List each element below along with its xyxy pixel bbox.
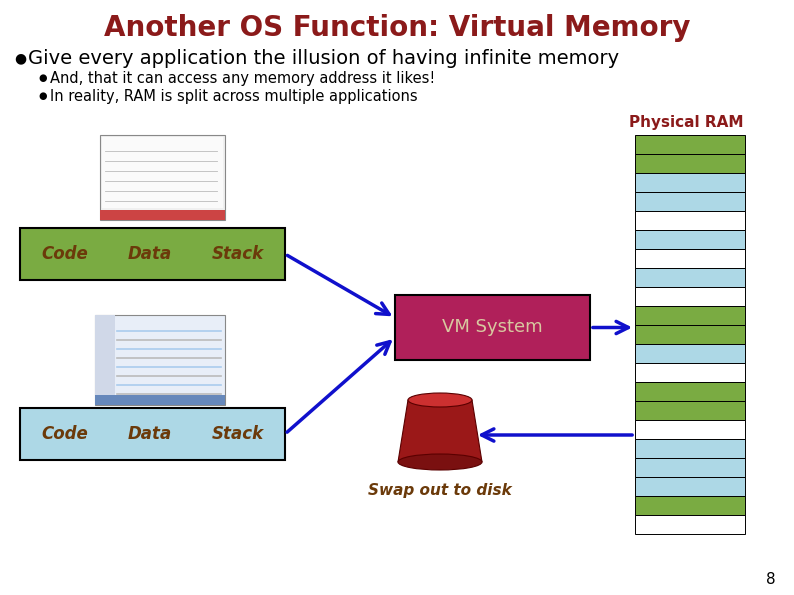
- Text: ●: ●: [38, 91, 47, 101]
- Bar: [20, 408, 285, 460]
- Ellipse shape: [408, 393, 472, 407]
- Text: Swap out to disk: Swap out to disk: [368, 483, 512, 497]
- Ellipse shape: [398, 454, 482, 470]
- Bar: [635, 211, 745, 230]
- Text: And, that it can access any memory address it likes!: And, that it can access any memory addre…: [50, 70, 435, 86]
- Bar: [635, 401, 745, 420]
- Bar: [635, 135, 745, 154]
- Bar: [635, 420, 745, 439]
- Bar: [635, 439, 745, 458]
- Text: Physical RAM: Physical RAM: [629, 114, 743, 130]
- Bar: [100, 210, 225, 220]
- Text: Code: Code: [41, 245, 88, 263]
- Bar: [95, 315, 115, 395]
- Bar: [635, 154, 745, 173]
- Text: Data: Data: [128, 425, 172, 443]
- Bar: [635, 344, 745, 363]
- Bar: [635, 306, 745, 325]
- Bar: [20, 228, 285, 280]
- Bar: [102, 137, 223, 208]
- Bar: [635, 325, 745, 344]
- Bar: [635, 268, 745, 287]
- Polygon shape: [398, 400, 482, 462]
- Bar: [635, 287, 745, 306]
- Bar: [95, 395, 225, 405]
- Text: Code: Code: [41, 425, 88, 443]
- Bar: [635, 192, 745, 211]
- Bar: [395, 295, 590, 360]
- Bar: [635, 515, 745, 534]
- Text: Data: Data: [128, 245, 172, 263]
- Bar: [635, 458, 745, 477]
- Text: VM System: VM System: [442, 318, 543, 337]
- Bar: [635, 496, 745, 515]
- Bar: [635, 363, 745, 382]
- Bar: [635, 382, 745, 401]
- Text: Another OS Function: Virtual Memory: Another OS Function: Virtual Memory: [104, 14, 690, 42]
- Text: Give every application the illusion of having infinite memory: Give every application the illusion of h…: [28, 49, 619, 67]
- Text: ●: ●: [14, 51, 26, 65]
- Bar: [635, 173, 745, 192]
- Bar: [635, 477, 745, 496]
- Bar: [95, 315, 225, 405]
- Bar: [635, 249, 745, 268]
- Bar: [100, 135, 225, 220]
- Text: In reality, RAM is split across multiple applications: In reality, RAM is split across multiple…: [50, 89, 418, 104]
- Text: Stack: Stack: [212, 245, 264, 263]
- Text: 8: 8: [766, 572, 776, 587]
- Text: ●: ●: [38, 73, 47, 83]
- Bar: [635, 230, 745, 249]
- Text: Stack: Stack: [212, 425, 264, 443]
